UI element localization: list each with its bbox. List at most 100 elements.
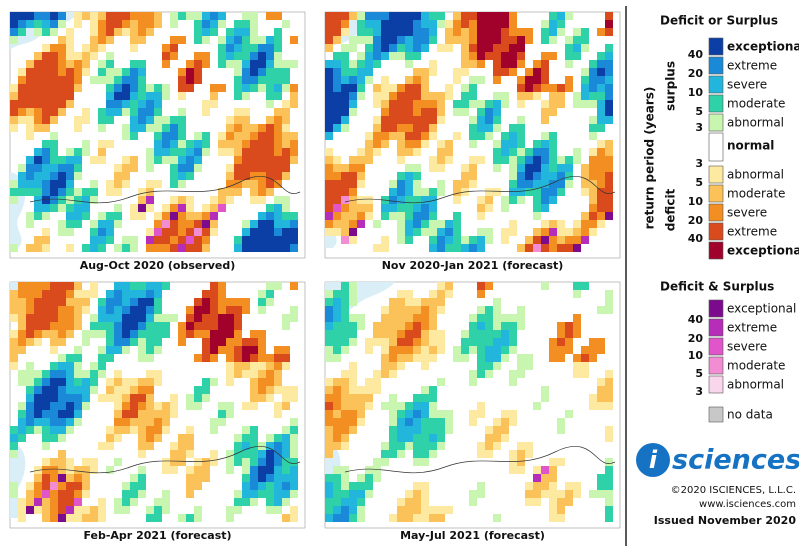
map-cell xyxy=(501,140,509,148)
map-cell xyxy=(325,354,333,362)
map-cell xyxy=(485,228,493,236)
map-cell xyxy=(114,458,122,466)
map-cell xyxy=(429,442,437,450)
map-cell xyxy=(341,466,349,474)
map-cell xyxy=(533,482,541,490)
logo-icon-text: i xyxy=(649,446,658,474)
swatch-label: extreme xyxy=(727,321,777,335)
map-cell xyxy=(258,346,266,354)
map-cell xyxy=(461,52,469,60)
map-cell xyxy=(325,306,333,314)
map-cell xyxy=(66,498,74,506)
map-cell xyxy=(194,244,202,252)
map-cell xyxy=(573,36,581,44)
map-cell xyxy=(509,370,517,378)
map-cell xyxy=(429,132,437,140)
map-cell xyxy=(50,20,58,28)
map-cell xyxy=(461,100,469,108)
map-cell xyxy=(154,108,162,116)
map-cell xyxy=(218,306,226,314)
map-cell xyxy=(34,116,42,124)
map-cell xyxy=(162,402,170,410)
map-cell xyxy=(226,306,234,314)
map-cell xyxy=(477,124,485,132)
map-cell xyxy=(605,164,613,172)
map-cell xyxy=(421,442,429,450)
map-cell xyxy=(114,386,122,394)
map-cell xyxy=(66,156,74,164)
map-cell xyxy=(258,180,266,188)
map-cell xyxy=(74,378,82,386)
map-cell xyxy=(397,498,405,506)
map-cell xyxy=(413,52,421,60)
map-cell xyxy=(373,338,381,346)
map-cell xyxy=(266,244,274,252)
map-cell xyxy=(349,506,357,514)
map-cell xyxy=(266,12,274,20)
map-cell xyxy=(218,338,226,346)
map-cell xyxy=(381,244,389,252)
map-cell xyxy=(461,28,469,36)
map-cell xyxy=(605,92,613,100)
map-cell xyxy=(162,92,170,100)
map-cell xyxy=(573,52,581,60)
map-cell xyxy=(485,362,493,370)
map-cell xyxy=(66,180,74,188)
map-cell xyxy=(66,314,74,322)
map-cell xyxy=(549,172,557,180)
map-cell xyxy=(242,164,250,172)
map-cell xyxy=(250,330,258,338)
map-cell xyxy=(210,306,218,314)
map-cell xyxy=(509,36,517,44)
map-cell xyxy=(413,140,421,148)
map-cell xyxy=(333,188,341,196)
map-cell xyxy=(557,20,565,28)
map-cell xyxy=(493,76,501,84)
map-cell xyxy=(437,418,445,426)
map-cell xyxy=(365,36,373,44)
map-cell xyxy=(389,338,397,346)
map-cell xyxy=(42,156,50,164)
map-cell xyxy=(122,498,130,506)
map-cell xyxy=(138,354,146,362)
map-cell xyxy=(485,450,493,458)
map-cell xyxy=(194,330,202,338)
map-cell xyxy=(325,68,333,76)
map-cell xyxy=(170,228,178,236)
map-cell xyxy=(114,28,122,36)
map-cell xyxy=(493,28,501,36)
map-cell xyxy=(130,204,138,212)
map-cell xyxy=(349,172,357,180)
map-cell xyxy=(122,338,130,346)
map-cell xyxy=(413,212,421,220)
map-cell xyxy=(258,474,266,482)
map-cell xyxy=(477,314,485,322)
map-cell xyxy=(114,12,122,20)
map-cell xyxy=(226,164,234,172)
map-cell xyxy=(477,290,485,298)
map-cell xyxy=(218,12,226,20)
map-cell xyxy=(98,346,106,354)
map-cell xyxy=(58,68,66,76)
map-cell xyxy=(549,84,557,92)
map-cell xyxy=(397,290,405,298)
map-cell xyxy=(429,164,437,172)
map-cell xyxy=(282,498,290,506)
map-cell xyxy=(234,338,242,346)
map-cell xyxy=(90,386,98,394)
map-cell xyxy=(42,490,50,498)
map-cell xyxy=(26,180,34,188)
map-cell xyxy=(106,434,114,442)
map-cell xyxy=(98,212,106,220)
map-cell xyxy=(162,228,170,236)
map-cell xyxy=(493,68,501,76)
map-cell xyxy=(541,68,549,76)
map-cell xyxy=(357,76,365,84)
map-cell xyxy=(549,474,557,482)
map-cell xyxy=(114,84,122,92)
map-cell xyxy=(557,156,565,164)
map-cell xyxy=(162,418,170,426)
map-cell xyxy=(437,244,445,252)
map-cell xyxy=(389,92,397,100)
map-cell xyxy=(122,100,130,108)
